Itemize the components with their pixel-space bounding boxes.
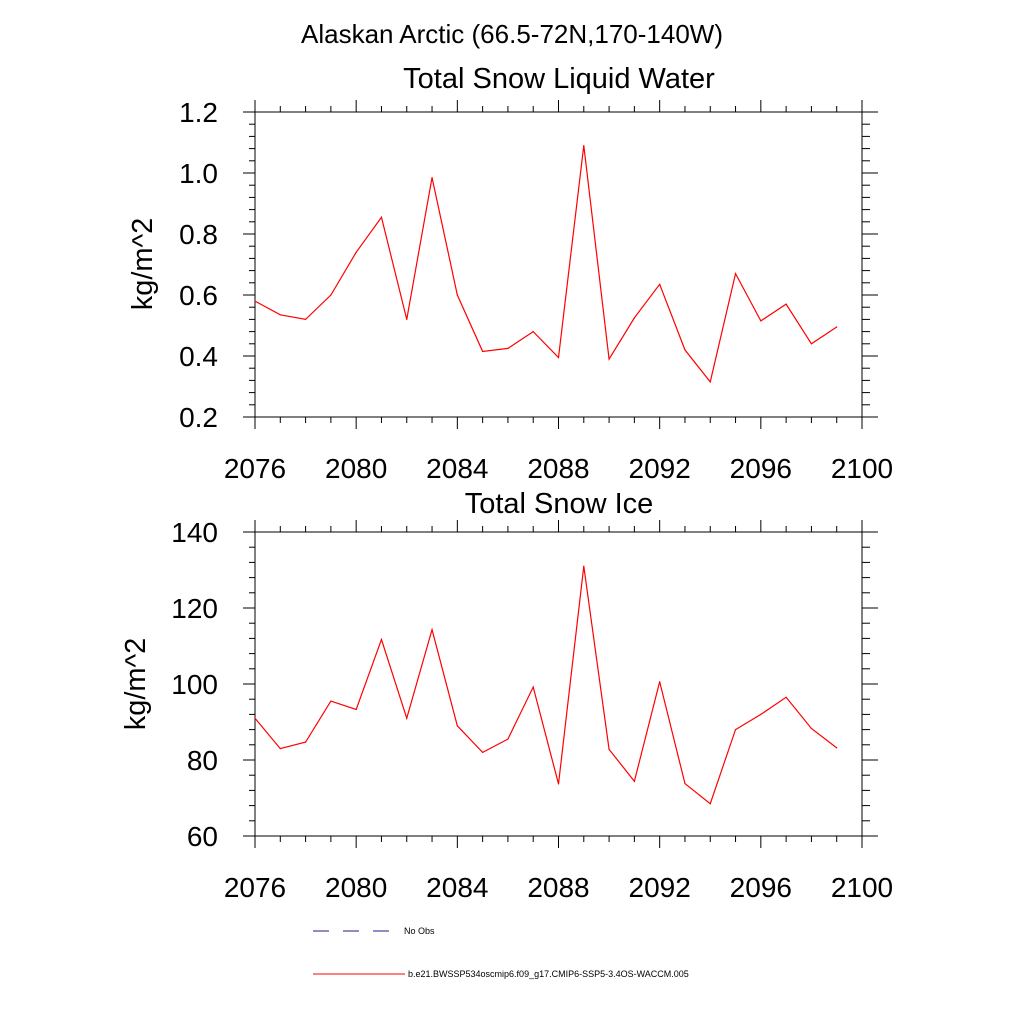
data-point xyxy=(836,326,838,328)
data-point xyxy=(557,356,560,359)
data-point xyxy=(684,349,686,351)
data-point xyxy=(557,783,560,785)
legend: No Obs b.e21.BWSSP534oscmip6.f09_g17.CMI… xyxy=(313,926,689,979)
x-tick-label: 2080 xyxy=(325,453,387,484)
series-line xyxy=(254,145,838,384)
legend-label-no-obs: No Obs xyxy=(404,926,435,936)
data-point xyxy=(456,725,458,727)
x-tick-label: 2084 xyxy=(426,453,488,484)
data-point xyxy=(431,629,433,631)
y-tick-label: 140 xyxy=(171,517,218,548)
y-axis-label-ice: kg/m^2 xyxy=(120,638,152,731)
data-point xyxy=(760,320,762,322)
plot-title-ice: Total Snow Ice xyxy=(465,488,654,520)
data-point xyxy=(583,565,585,567)
data-point xyxy=(406,318,408,320)
figure-title: Alaskan Arctic (66.5-72N,170-140W) xyxy=(301,19,723,49)
data-point xyxy=(456,294,458,296)
data-point xyxy=(709,803,711,805)
panel-snow-ice: Total Snow Ice kg/m^2 2076 2080 2084 2088 20… xyxy=(120,488,893,903)
legend-item-model-run: b.e21.BWSSP534oscmip6.f09_g17.CMIP6-SSP5… xyxy=(313,969,689,979)
data-point xyxy=(532,686,534,688)
data-point xyxy=(380,638,383,641)
panel-snow-liquid-water: Total Snow Liquid Water kg/m^2 2076 2080 2… xyxy=(127,63,893,484)
data-point xyxy=(330,294,332,296)
legend-item-no-obs: No Obs xyxy=(313,926,435,936)
y-tick-label: 120 xyxy=(171,593,218,624)
x-tick-label: 2100 xyxy=(831,453,893,484)
y-tick-label: 0.6 xyxy=(179,280,218,311)
y-tick-label: 1.2 xyxy=(179,97,218,128)
data-point xyxy=(633,780,635,782)
y-tick-label: 0.4 xyxy=(179,341,218,372)
y-tick-label: 60 xyxy=(187,821,218,852)
data-point xyxy=(734,273,737,275)
data-point xyxy=(431,176,433,179)
data-point xyxy=(633,317,635,319)
data-point xyxy=(406,717,408,719)
data-point xyxy=(785,303,787,305)
y-tick-label: 100 xyxy=(171,669,218,700)
data-point xyxy=(785,696,787,698)
data-point xyxy=(482,751,484,754)
data-point xyxy=(608,748,610,750)
data-point xyxy=(355,708,357,711)
data-point xyxy=(380,216,383,218)
data-point xyxy=(254,300,256,302)
data-point xyxy=(734,729,737,731)
data-point xyxy=(659,681,661,683)
y-tick-label: 1.0 xyxy=(179,158,218,189)
x-tick-label: 2084 xyxy=(426,872,488,903)
data-point xyxy=(507,738,509,740)
data-point xyxy=(279,314,281,316)
x-tick-label: 2096 xyxy=(730,453,792,484)
data-point xyxy=(279,748,281,750)
x-tick-label: 2076 xyxy=(224,872,286,903)
data-point xyxy=(304,318,307,320)
series-line xyxy=(254,566,838,805)
y-tick-label: 80 xyxy=(187,745,218,776)
data-point xyxy=(304,741,307,743)
x-tick-label: 2080 xyxy=(325,872,387,903)
legend-label-model-run: b.e21.BWSSP534oscmip6.f09_g17.CMIP6-SSP5… xyxy=(408,969,689,979)
data-point xyxy=(507,347,509,349)
y-tick-label: 0.8 xyxy=(179,219,218,250)
x-tick-label: 2076 xyxy=(224,453,286,484)
x-tick-label: 2092 xyxy=(629,453,691,484)
data-point xyxy=(810,343,813,345)
data-point xyxy=(709,381,711,383)
data-point xyxy=(684,782,686,785)
x-tick-label: 2088 xyxy=(527,453,589,484)
x-tick-label: 2096 xyxy=(730,872,792,903)
x-tick-label: 2092 xyxy=(629,872,691,903)
data-point xyxy=(608,358,610,360)
data-point xyxy=(836,747,838,749)
data-point xyxy=(330,700,332,702)
plot-frame xyxy=(254,531,863,837)
x-tick-label: 2088 xyxy=(527,872,589,903)
data-point xyxy=(355,251,357,253)
y-axis-label-liquid: kg/m^2 xyxy=(127,218,159,311)
data-point xyxy=(583,144,585,147)
plot-title-liquid: Total Snow Liquid Water xyxy=(403,63,715,95)
data-point xyxy=(810,727,813,730)
y-tick-label: 0.2 xyxy=(179,402,218,433)
data-point xyxy=(482,350,484,353)
plot-frame xyxy=(254,111,863,418)
data-point xyxy=(760,713,762,716)
x-tick-label: 2100 xyxy=(831,872,893,903)
data-point xyxy=(254,717,256,719)
data-point xyxy=(532,331,534,333)
data-point xyxy=(659,283,661,285)
